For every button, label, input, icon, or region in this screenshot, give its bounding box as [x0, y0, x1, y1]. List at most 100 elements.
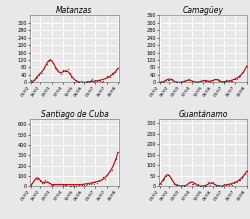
Point: [161, 80, 165, 83]
Point: [243, 172, 247, 176]
Point: [90, 78, 94, 81]
Point: [76, 80, 80, 84]
Point: [172, 182, 176, 186]
Point: [225, 182, 229, 185]
Point: [219, 80, 223, 83]
Point: [177, 81, 181, 84]
Title: Camagüey: Camagüey: [182, 6, 224, 15]
Point: [220, 81, 224, 84]
Point: [170, 78, 174, 81]
Point: [37, 177, 41, 180]
Point: [159, 182, 163, 185]
Point: [87, 182, 91, 185]
Point: [43, 179, 47, 182]
Point: [166, 174, 170, 177]
Point: [93, 78, 97, 82]
Point: [95, 79, 99, 83]
Point: [61, 68, 65, 72]
Point: [200, 184, 203, 188]
Point: [68, 72, 71, 75]
Point: [178, 184, 182, 188]
Point: [169, 78, 173, 81]
Point: [182, 184, 186, 188]
Point: [224, 183, 228, 186]
Point: [102, 175, 105, 179]
Point: [174, 183, 178, 187]
Point: [88, 182, 92, 186]
Point: [106, 75, 110, 79]
Point: [63, 183, 67, 187]
Point: [85, 182, 89, 186]
Point: [98, 178, 102, 182]
Point: [190, 79, 194, 83]
Point: [195, 81, 199, 84]
Point: [208, 80, 212, 83]
Point: [172, 80, 176, 83]
Point: [222, 80, 226, 83]
Point: [56, 70, 60, 73]
Point: [32, 79, 36, 82]
Point: [82, 184, 86, 187]
Point: [53, 182, 57, 185]
Point: [190, 182, 194, 186]
Point: [108, 169, 112, 172]
Point: [214, 184, 218, 188]
Point: [235, 77, 239, 81]
Point: [58, 182, 62, 185]
Point: [56, 182, 60, 186]
Point: [236, 75, 240, 78]
Point: [68, 184, 71, 187]
Point: [52, 62, 56, 65]
Point: [224, 78, 228, 82]
Point: [92, 182, 96, 186]
Point: [178, 81, 182, 84]
Point: [164, 175, 168, 178]
Point: [212, 182, 216, 186]
Point: [63, 69, 67, 72]
Point: [50, 183, 54, 186]
Point: [232, 182, 236, 185]
Point: [240, 177, 244, 180]
Point: [29, 184, 33, 187]
Point: [103, 76, 107, 80]
Point: [72, 80, 76, 84]
Point: [169, 176, 173, 180]
Point: [87, 81, 91, 84]
Point: [158, 182, 162, 185]
Point: [85, 81, 89, 84]
Point: [88, 78, 92, 82]
Point: [77, 81, 81, 84]
Point: [42, 66, 46, 70]
Point: [183, 184, 187, 187]
Point: [38, 71, 42, 75]
Point: [203, 184, 207, 188]
Point: [105, 173, 109, 177]
Point: [43, 64, 47, 67]
Point: [116, 150, 120, 154]
Point: [245, 65, 249, 68]
Point: [186, 181, 190, 184]
Point: [30, 181, 34, 185]
Point: [196, 81, 200, 84]
Point: [60, 183, 64, 186]
Point: [53, 66, 57, 69]
Point: [30, 80, 34, 84]
Point: [206, 180, 210, 184]
Point: [100, 80, 104, 83]
Point: [42, 182, 46, 185]
Title: Santiago de Cuba: Santiago de Cuba: [40, 110, 108, 119]
Point: [103, 177, 107, 181]
Point: [183, 79, 187, 83]
Point: [162, 79, 166, 83]
Point: [76, 182, 80, 186]
Point: [93, 180, 97, 184]
Point: [80, 81, 84, 84]
Point: [111, 72, 115, 75]
Point: [234, 77, 237, 80]
Point: [242, 174, 246, 178]
Point: [113, 70, 117, 74]
Point: [37, 73, 41, 76]
Title: Matanzas: Matanzas: [56, 6, 92, 15]
Point: [80, 183, 84, 187]
Point: [230, 183, 234, 186]
